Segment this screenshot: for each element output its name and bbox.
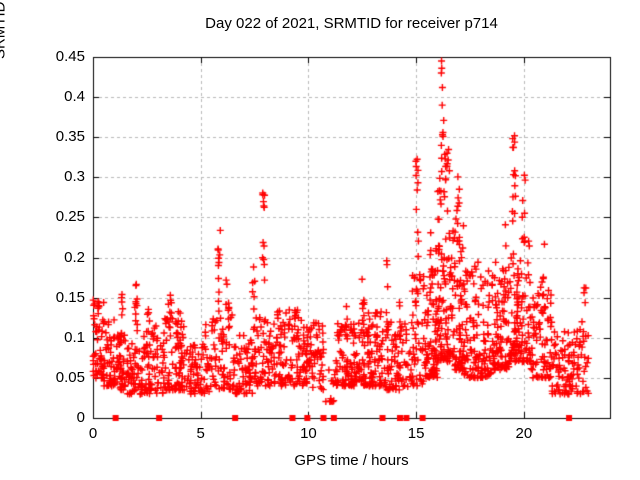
- x-tick-label: 0: [88, 425, 98, 442]
- x-tick-label: 15: [407, 425, 425, 442]
- y-tick-label: 0.05: [55, 368, 85, 386]
- y-tick-label: 0.4: [64, 88, 85, 106]
- x-tick-label: 10: [300, 425, 317, 442]
- x-tick-label: 5: [196, 425, 205, 442]
- y-tick-label: 0.1: [64, 328, 85, 346]
- y-tick-label: 0.2: [64, 248, 85, 266]
- y-tick-label: 0.15: [55, 288, 85, 306]
- y-tick-label: 0: [76, 409, 85, 426]
- y-tick-label: 0.25: [55, 208, 85, 226]
- y-tick-label: 0.35: [55, 128, 85, 146]
- y-tick-label: 0.3: [64, 168, 85, 186]
- x-axis-label: GPS time / hours: [294, 452, 409, 469]
- chart-title: Day 022 of 2021, SRMTID for receiver p71…: [205, 15, 498, 32]
- y-tick-label: 0.45: [55, 48, 85, 65]
- x-tick-label: 20: [515, 425, 533, 442]
